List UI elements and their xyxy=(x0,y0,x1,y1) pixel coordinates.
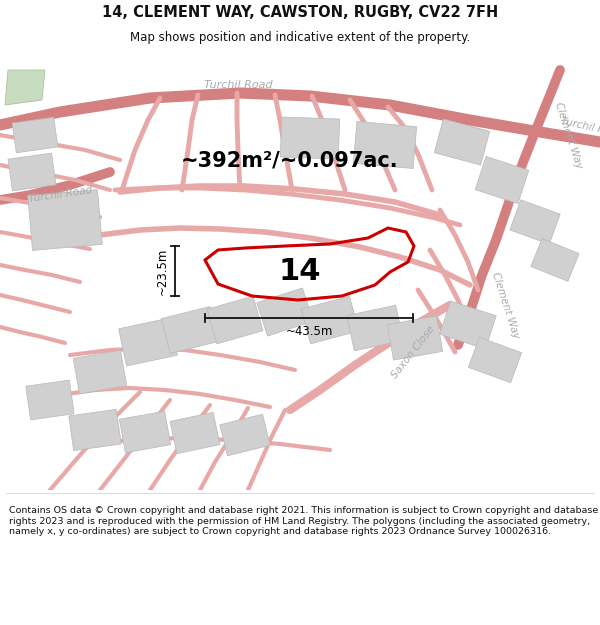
Polygon shape xyxy=(387,316,443,360)
Text: ~43.5m: ~43.5m xyxy=(286,325,332,338)
Text: Turchil Road: Turchil Road xyxy=(28,186,93,204)
Polygon shape xyxy=(301,296,359,344)
Polygon shape xyxy=(170,412,220,454)
Polygon shape xyxy=(220,414,270,456)
Polygon shape xyxy=(119,318,178,366)
Polygon shape xyxy=(28,189,102,251)
Polygon shape xyxy=(510,200,560,244)
Polygon shape xyxy=(12,118,58,152)
Polygon shape xyxy=(469,338,521,382)
Polygon shape xyxy=(119,411,170,452)
Polygon shape xyxy=(161,306,218,354)
Text: Turchil Road: Turchil Road xyxy=(203,80,272,90)
Text: Saxon Close: Saxon Close xyxy=(390,324,437,380)
Polygon shape xyxy=(347,305,403,351)
Polygon shape xyxy=(5,70,45,105)
Polygon shape xyxy=(531,239,579,281)
Polygon shape xyxy=(73,350,127,394)
Text: Clement Way: Clement Way xyxy=(490,271,521,339)
Polygon shape xyxy=(280,117,340,159)
Text: Turchil Road: Turchil Road xyxy=(560,116,600,139)
Text: Clement Way: Clement Way xyxy=(553,101,584,169)
Polygon shape xyxy=(8,153,56,191)
Text: 14, CLEMENT WAY, CAWSTON, RUGBY, CV22 7FH: 14, CLEMENT WAY, CAWSTON, RUGBY, CV22 7F… xyxy=(102,5,498,20)
Polygon shape xyxy=(353,121,417,169)
Text: ~23.5m: ~23.5m xyxy=(156,248,169,294)
Polygon shape xyxy=(475,156,529,204)
Polygon shape xyxy=(69,409,121,451)
Polygon shape xyxy=(207,296,263,344)
Polygon shape xyxy=(440,301,496,349)
Polygon shape xyxy=(26,380,74,420)
Polygon shape xyxy=(257,288,313,336)
Text: ~392m²/~0.097ac.: ~392m²/~0.097ac. xyxy=(181,150,399,170)
Text: 14: 14 xyxy=(279,258,321,286)
Polygon shape xyxy=(434,119,490,165)
Text: Contains OS data © Crown copyright and database right 2021. This information is : Contains OS data © Crown copyright and d… xyxy=(9,506,598,536)
Text: Map shows position and indicative extent of the property.: Map shows position and indicative extent… xyxy=(130,31,470,44)
